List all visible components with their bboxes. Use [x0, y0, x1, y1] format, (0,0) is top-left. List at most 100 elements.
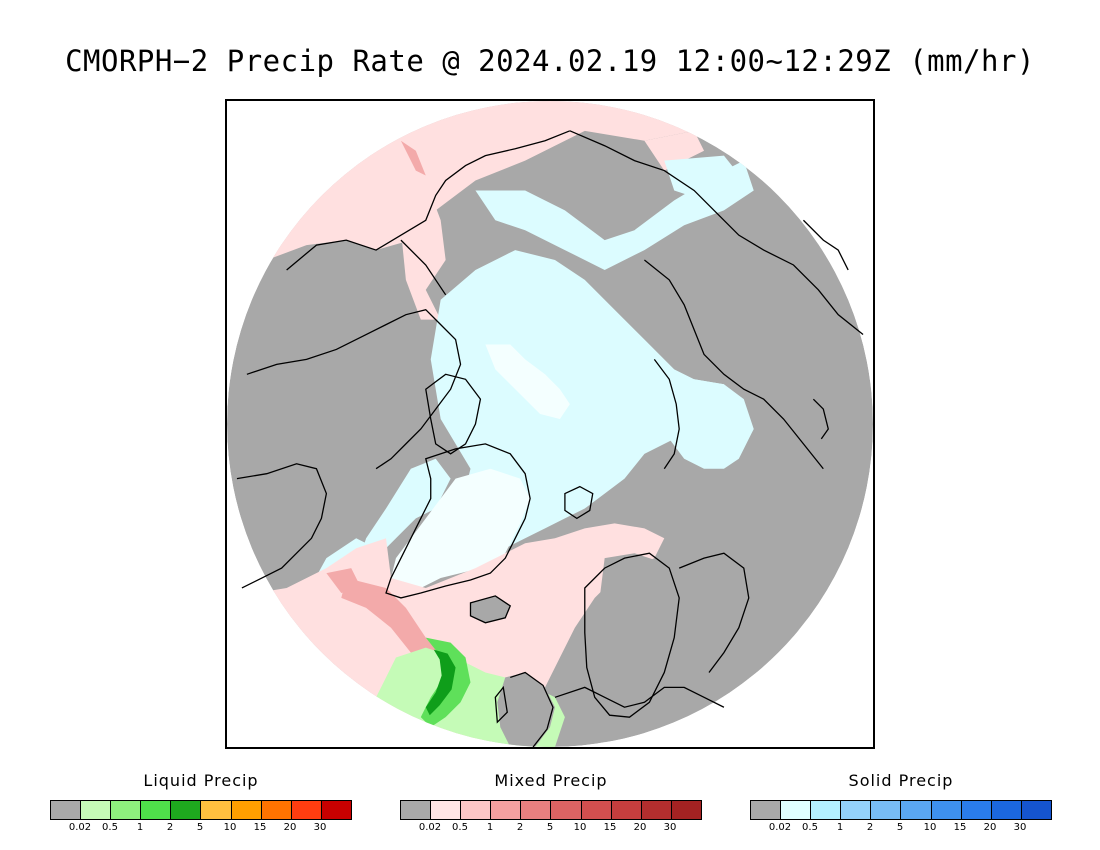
mixed-legend-ticks: 0.02 0.5 1 2 5 10 15 20 30	[400, 820, 702, 834]
liquid-color-swatch	[231, 801, 262, 819]
liquid-color-swatch	[141, 801, 172, 819]
coastline-greenland	[385, 443, 531, 599]
liquid-color-swatch	[111, 801, 142, 819]
liquid-legend-title: Liquid Precip	[143, 771, 259, 790]
liquid-color-bar	[50, 800, 352, 820]
mixed-color-swatch	[671, 801, 701, 819]
british-isles	[497, 672, 555, 747]
liquid-color-swatch	[291, 801, 322, 819]
liquid-color-swatch	[51, 801, 82, 819]
liquid-tick-label: 2	[166, 822, 174, 833]
solid-color-bar	[750, 800, 1052, 820]
liquid-tick-label: 0.5	[102, 822, 118, 833]
mixed-color-swatch	[611, 801, 642, 819]
mixed-tick-label: 2	[516, 822, 524, 833]
solid-color-swatch	[1021, 801, 1051, 819]
solid-tick-label: 20	[983, 822, 997, 833]
solid-tick-label: 0.02	[768, 822, 792, 833]
liquid-tick-label: 10	[223, 822, 237, 833]
mixed-color-swatch	[521, 801, 552, 819]
liquid-precip-front-core	[425, 649, 456, 716]
coastline-siberia	[569, 130, 864, 336]
map-disc	[227, 101, 873, 747]
solid-color-swatch	[991, 801, 1022, 819]
coastline-ellesmere	[425, 373, 482, 455]
coastline-scandinavia	[584, 552, 680, 718]
solid-precip-chukotka	[664, 155, 744, 201]
liquid-precip-legend: Liquid Precip 0.02 0.5 1 2 5 10 15 20 30	[50, 772, 352, 834]
mixed-precip-bering	[386, 160, 446, 320]
solid-tick-label: 1	[836, 822, 844, 833]
solid-color-swatch	[781, 801, 812, 819]
solid-color-swatch	[841, 801, 872, 819]
mixed-tick-label: 5	[546, 822, 554, 833]
mixed-precip-legend: Mixed Precip 0.02 0.5 1 2 5 10 15 20 30	[400, 772, 702, 834]
solid-tick-label: 15	[953, 822, 967, 833]
liquid-tick-label: 30	[313, 822, 327, 833]
solid-legend-ticks: 0.02 0.5 1 2 5 10 15 20 30	[750, 820, 1052, 834]
liquid-color-swatch	[81, 801, 112, 819]
solid-color-swatch	[811, 801, 842, 819]
mixed-precip-north-pacific-2	[644, 130, 705, 171]
solid-tick-label: 5	[896, 822, 904, 833]
mixed-color-swatch	[581, 801, 612, 819]
solid-legend-title: Solid Precip	[848, 771, 954, 790]
mixed-tick-label: 1	[486, 822, 494, 833]
polar-precip-map	[225, 99, 875, 749]
mixed-tick-label: 0.02	[418, 822, 442, 833]
coastline-canada-archipelago	[246, 308, 462, 470]
solid-precip-legend: Solid Precip 0.02 0.5 1 2 5 10 15 20 30	[750, 772, 1052, 834]
solid-color-swatch	[901, 801, 932, 819]
solid-tick-label: 2	[866, 822, 874, 833]
solid-tick-label: 0.5	[802, 822, 818, 833]
mixed-tick-label: 20	[633, 822, 647, 833]
liquid-color-swatch	[171, 801, 202, 819]
liquid-tick-label: 1	[136, 822, 144, 833]
coastline-iceland	[469, 595, 512, 624]
mixed-color-swatch	[461, 801, 492, 819]
mixed-color-swatch	[401, 801, 432, 819]
coastline-okhotsk	[802, 219, 849, 271]
mixed-precip-band-kamchatka	[400, 140, 426, 176]
liquid-tick-label: 15	[253, 822, 267, 833]
liquid-legend-ticks: 0.02 0.5 1 2 5 10 15 20 30	[50, 820, 352, 834]
solid-tick-label: 10	[923, 822, 937, 833]
mixed-tick-label: 30	[663, 822, 677, 833]
coastline-alaska	[286, 130, 571, 271]
liquid-color-swatch	[261, 801, 292, 819]
coastline-russia-north	[644, 259, 824, 470]
iceland	[470, 595, 511, 623]
coastline-europe	[554, 686, 725, 708]
solid-color-swatch	[751, 801, 782, 819]
solid-precip-central-arctic	[485, 344, 570, 420]
coastline-lake-baikal	[812, 398, 829, 440]
scandinavia	[589, 553, 680, 723]
solid-precip-barents-kara	[664, 379, 754, 469]
coastline-alaska-north	[400, 239, 447, 296]
liquid-tick-label: 20	[283, 822, 297, 833]
coastlines	[236, 130, 864, 747]
solid-color-swatch	[961, 801, 992, 819]
mixed-color-swatch	[641, 801, 672, 819]
mixed-legend-title: Mixed Precip	[494, 771, 608, 790]
liquid-color-swatch	[201, 801, 232, 819]
coastline-novaya-zemlya	[653, 359, 680, 470]
coastline-kola-baltic	[678, 552, 750, 673]
mixed-tick-label: 15	[603, 822, 617, 833]
solid-color-swatch	[871, 801, 902, 819]
mixed-tick-label: 10	[573, 822, 587, 833]
coastline-british-isles	[494, 671, 554, 747]
coastline-svalbard	[564, 485, 594, 520]
liquid-tick-label: 0.02	[68, 822, 92, 833]
map-canvas	[227, 101, 873, 747]
mixed-tick-label: 0.5	[452, 822, 468, 833]
solid-color-swatch	[931, 801, 962, 819]
coastline-hudson-bay	[236, 463, 328, 589]
mixed-precip-cell-atlantic	[326, 568, 362, 593]
mixed-color-bar	[400, 800, 702, 820]
mixed-color-swatch	[551, 801, 582, 819]
liquid-tick-label: 5	[196, 822, 204, 833]
mixed-color-swatch	[491, 801, 522, 819]
mixed-color-swatch	[431, 801, 462, 819]
chart-title: CMORPH−2 Precip Rate @ 2024.02.19 12:00~…	[65, 44, 1035, 78]
